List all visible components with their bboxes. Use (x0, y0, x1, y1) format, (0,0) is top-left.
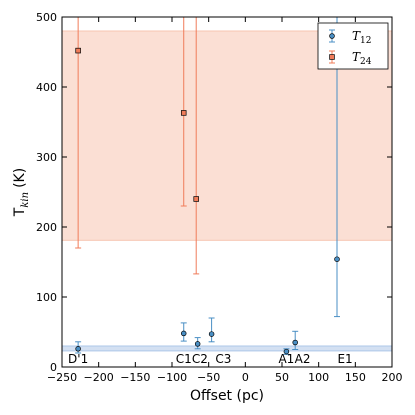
source-label: E1 (337, 352, 352, 366)
legend-entry: T12 (329, 29, 371, 46)
x-tick-label: −100 (157, 371, 187, 384)
y-axis-title-subscript: kin (20, 192, 31, 208)
source-label: A1 (278, 352, 294, 366)
x-axis-title: Offset (pc) (190, 388, 264, 404)
source-label: C3 (215, 352, 231, 366)
x-tick-label: 50 (275, 371, 289, 384)
band-t12 (61, 345, 393, 352)
x-tick-label: −200 (84, 371, 114, 384)
shaded-bands (61, 30, 393, 352)
data-point (193, 196, 199, 202)
source-label: D'1 (68, 352, 88, 366)
plot-frame (61, 16, 393, 368)
legend-label-main: T (352, 29, 361, 43)
data-point (75, 346, 81, 352)
y-axis-title-main: T (12, 207, 28, 217)
series-t12 (75, 16, 340, 355)
data-series (75, 16, 340, 355)
x-tick-label: 0 (242, 371, 249, 384)
y-tick-label: 200 (36, 221, 57, 234)
legend-label: T12 (352, 29, 371, 46)
source-labels: D'1 C1 C2 C3 A1 A2 E1 (68, 352, 353, 366)
y-axis-title: Tkin (K) (12, 168, 31, 217)
data-point (283, 348, 290, 355)
x-tick-label: 100 (308, 371, 329, 384)
source-label: C2 (192, 352, 208, 366)
legend-label-main: T (352, 50, 361, 64)
series-t24 (75, 16, 200, 275)
x-tick-label: −250 (47, 371, 77, 384)
legend-label: T24 (352, 50, 372, 67)
legend-marker (329, 54, 335, 60)
legend-entry: T24 (329, 50, 372, 67)
y-axis-title-unit: (K) (12, 168, 28, 188)
data-point (334, 256, 340, 262)
y-tick-label: 0 (50, 361, 57, 374)
axis-ticks: −250 −200 −150 −100 −50 0 50 100 150 200 0 100 200 30… (36, 11, 403, 384)
data-point (75, 47, 81, 54)
legend-label-subscript: 12 (360, 36, 371, 46)
x-tick-label: −150 (120, 371, 150, 384)
y-tick-label: 500 (36, 11, 57, 24)
data-point (208, 331, 215, 337)
legend-box (317, 22, 389, 70)
x-tick-label: −50 (197, 371, 220, 384)
data-point (194, 341, 201, 347)
data-point (180, 330, 187, 337)
y-tick-label: 300 (36, 151, 57, 164)
source-label: C1 (176, 352, 192, 366)
data-point (180, 110, 187, 116)
x-tick-label: 150 (345, 371, 366, 384)
legend-label-subscript: 24 (360, 57, 372, 67)
source-label: A2 (295, 352, 311, 366)
y-tick-label: 400 (36, 81, 57, 94)
legend-marker (329, 33, 335, 39)
y-tick-label: 100 (36, 291, 57, 304)
x-tick-label: 200 (382, 371, 403, 384)
data-point (292, 339, 298, 346)
